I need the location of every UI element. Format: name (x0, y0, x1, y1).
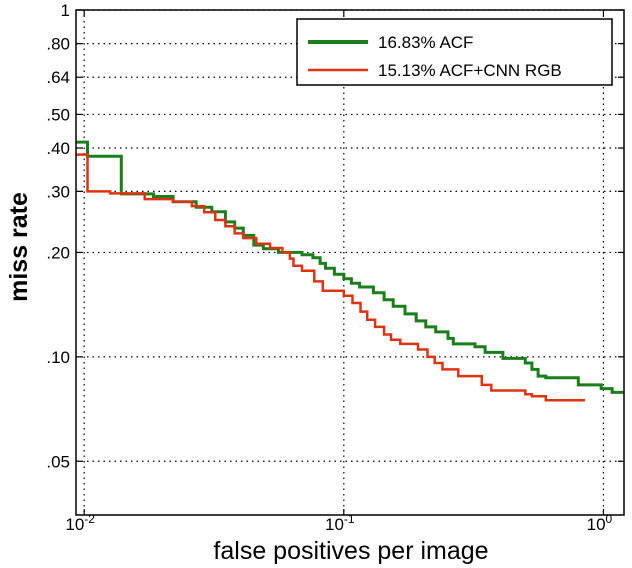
y-tick-label: .30 (46, 182, 70, 201)
legend-label-acf: 16.83% ACF (378, 33, 473, 52)
y-tick-label: .05 (46, 452, 70, 471)
series-line-acf-cnn-rgb (76, 153, 586, 402)
y-tick-label: .80 (46, 35, 70, 54)
x-axis-title: false positives per image (213, 537, 488, 565)
y-tick-label: .50 (46, 105, 70, 124)
series-line-acf (76, 140, 624, 394)
y-tick-label: .40 (46, 139, 70, 158)
y-tick-label: .20 (46, 243, 70, 262)
y-tick-label: .10 (46, 348, 70, 367)
y-tick-label: .64 (46, 68, 70, 87)
y-axis-title: miss rate (5, 192, 33, 302)
y-tick-label: 1 (61, 1, 70, 20)
y-tick-labels: 1 .80 .64 .50 .40 .30 .20 .10 .05 (46, 1, 70, 471)
legend-box (296, 18, 613, 86)
plot-frame (75, 9, 625, 516)
x-tick-label: 100 (587, 512, 613, 534)
legend: 16.83% ACF 15.13% ACF+CNN RGB (296, 18, 613, 86)
x-tick-label: 10-2 (65, 512, 95, 534)
x-tick-labels: 10-2 10-1 100 (65, 512, 612, 534)
axis-ticks (76, 9, 624, 515)
legend-label-acf-cnn-rgb: 15.13% ACF+CNN RGB (378, 61, 562, 80)
series-lines (76, 140, 624, 402)
x-tick-label: 10-1 (325, 512, 355, 534)
